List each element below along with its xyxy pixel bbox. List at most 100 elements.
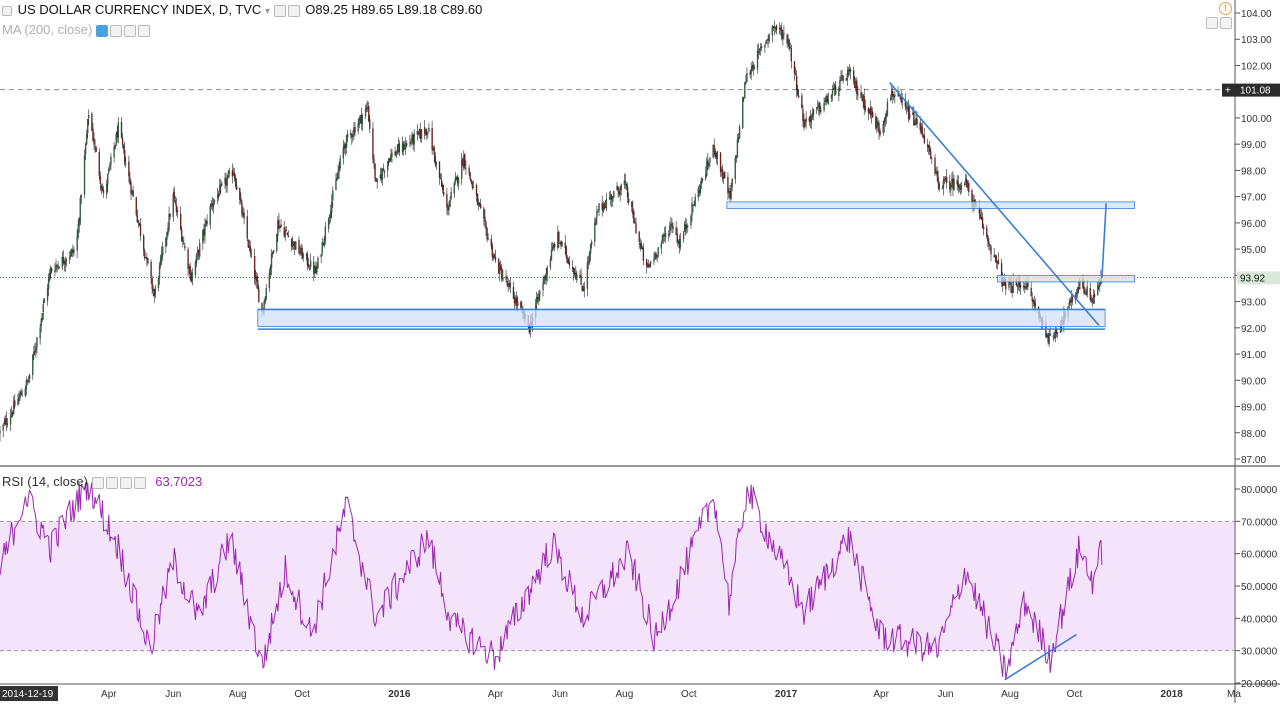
price-axis[interactable]: 104.00103.00102.00101.00100.0099.0098.00… bbox=[0, 9, 1280, 701]
candle-body bbox=[387, 160, 389, 171]
eye-icon[interactable] bbox=[91, 476, 104, 489]
symbol-title[interactable]: US DOLLAR CURRENCY INDEX, D, TVC bbox=[17, 2, 262, 17]
candle-body bbox=[500, 266, 502, 270]
candle-body bbox=[279, 225, 281, 228]
candle-body bbox=[345, 135, 348, 148]
candle-body bbox=[679, 239, 682, 248]
candle-body bbox=[543, 275, 545, 285]
candle-body bbox=[359, 115, 361, 120]
chevron-down-icon[interactable]: ▾ bbox=[264, 6, 270, 17]
candle-body bbox=[986, 227, 988, 237]
candle-body bbox=[248, 245, 250, 248]
plus-icon[interactable]: + bbox=[1225, 86, 1231, 97]
price-pane[interactable] bbox=[0, 20, 1234, 442]
candle-body bbox=[839, 80, 841, 91]
ma-label[interactable]: MA (200, close) bbox=[2, 22, 93, 37]
rsi-tick-label: 30.0000 bbox=[1241, 647, 1278, 658]
trend-line[interactable] bbox=[888, 82, 1100, 326]
support-zone[interactable] bbox=[257, 309, 1106, 327]
scale-down-icon[interactable] bbox=[1220, 17, 1232, 29]
candle-body bbox=[69, 256, 71, 260]
settings-icon[interactable] bbox=[273, 4, 286, 17]
candle-body bbox=[915, 117, 917, 125]
candle-body bbox=[209, 205, 211, 225]
price-tick-label: 97.00 bbox=[1241, 193, 1266, 204]
close-icon[interactable] bbox=[137, 24, 150, 37]
candle-body bbox=[93, 138, 95, 145]
candle-body bbox=[640, 243, 642, 249]
rsi-pane[interactable] bbox=[0, 482, 1234, 681]
candle-body bbox=[27, 380, 30, 382]
candle-body bbox=[410, 142, 412, 144]
add-icon[interactable] bbox=[119, 476, 132, 489]
candle-body bbox=[698, 190, 701, 193]
candle-body bbox=[542, 283, 544, 291]
candle-body bbox=[685, 224, 687, 229]
candle-body bbox=[35, 347, 37, 352]
candle-body bbox=[61, 257, 63, 268]
candle-body bbox=[221, 183, 223, 185]
time-tick-label: Apr bbox=[488, 689, 504, 700]
candle-body bbox=[258, 288, 260, 303]
candle-body bbox=[247, 239, 249, 248]
scale-up-icon[interactable] bbox=[1206, 17, 1218, 29]
candle-body bbox=[483, 208, 485, 219]
candle-body bbox=[391, 152, 393, 157]
candle-body bbox=[298, 239, 300, 254]
candle-body bbox=[280, 224, 282, 228]
candle-body bbox=[485, 222, 487, 229]
candle-body bbox=[116, 131, 118, 139]
candle-body bbox=[160, 253, 163, 258]
candle-body bbox=[226, 178, 228, 186]
candle-body bbox=[787, 38, 789, 42]
candle-body bbox=[623, 180, 626, 185]
candle-body bbox=[368, 105, 370, 121]
rsi-label[interactable]: RSI (14, close) bbox=[2, 474, 88, 489]
projection-line[interactable] bbox=[1101, 203, 1107, 279]
candle-body bbox=[590, 241, 593, 245]
collapse-icon[interactable] bbox=[2, 5, 12, 16]
candle-body bbox=[1097, 286, 1099, 296]
price-tick-label: 89.00 bbox=[1241, 403, 1266, 414]
candle-body bbox=[402, 144, 405, 151]
add-icon[interactable] bbox=[123, 24, 136, 37]
candle-body bbox=[709, 157, 711, 163]
support-zone[interactable] bbox=[726, 201, 1136, 209]
candle-body bbox=[225, 178, 227, 186]
settings-icon[interactable] bbox=[105, 476, 118, 489]
candle-body bbox=[54, 270, 56, 272]
candle-body bbox=[286, 232, 289, 236]
eye-icon[interactable] bbox=[95, 24, 108, 37]
candle-body bbox=[662, 235, 665, 237]
candle-body bbox=[760, 47, 762, 49]
candle-body bbox=[675, 227, 677, 235]
candle-body bbox=[367, 107, 369, 110]
candle-body bbox=[883, 120, 885, 125]
candle-body bbox=[751, 66, 753, 71]
candle-body bbox=[694, 197, 696, 206]
candle-body bbox=[1084, 291, 1086, 294]
settings-icon[interactable] bbox=[109, 24, 122, 37]
candle-body bbox=[457, 177, 460, 185]
rsi-tick-label: 70.0000 bbox=[1241, 517, 1278, 528]
candle-body bbox=[1083, 286, 1085, 293]
candle-body bbox=[564, 242, 566, 248]
candle-body bbox=[17, 399, 19, 406]
hide-icon[interactable] bbox=[287, 4, 300, 17]
candle-body bbox=[168, 213, 170, 230]
candle-body bbox=[825, 95, 827, 102]
candle-body bbox=[805, 118, 807, 122]
candle-body bbox=[966, 179, 968, 188]
candle-body bbox=[1046, 334, 1048, 338]
candle-body bbox=[959, 188, 962, 190]
candle-body bbox=[373, 158, 375, 164]
candle-body bbox=[1054, 329, 1057, 338]
close-icon[interactable] bbox=[133, 476, 146, 489]
candle-body bbox=[601, 203, 603, 210]
support-zone[interactable] bbox=[996, 274, 1136, 283]
rsi-trend-line[interactable] bbox=[1004, 633, 1078, 681]
alert-icon[interactable]: ! bbox=[1219, 2, 1232, 15]
candle-body bbox=[1090, 298, 1093, 300]
